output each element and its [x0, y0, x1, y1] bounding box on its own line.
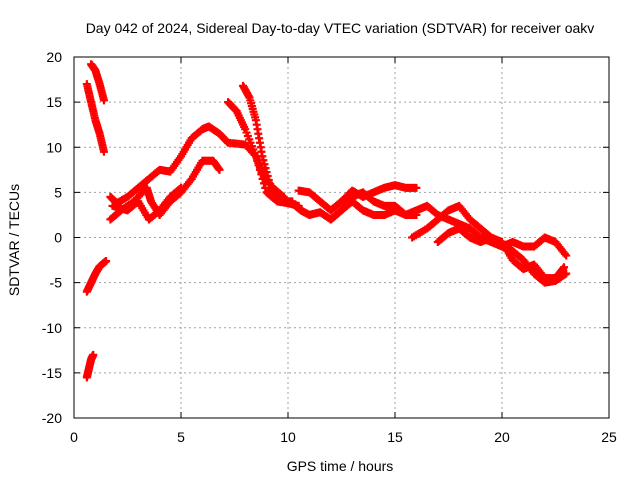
data-point: [560, 263, 569, 272]
x-tick-label: 20: [494, 429, 510, 445]
series-arc-7: [108, 183, 185, 224]
x-tick-label: 0: [70, 429, 78, 445]
chart-title: Day 042 of 2024, Sidereal Day-to-day VTE…: [86, 20, 595, 36]
series-arc-12: [326, 197, 421, 224]
y-tick-label: 15: [46, 94, 62, 110]
data-point: [412, 183, 421, 192]
y-tick-label: -15: [42, 365, 62, 381]
data-point: [99, 96, 108, 105]
series-arc-2: [87, 60, 108, 105]
series-arc-1: [82, 80, 108, 156]
x-tick-label: 15: [387, 429, 403, 445]
y-tick-label: 5: [54, 184, 62, 200]
data-point: [215, 165, 224, 174]
x-tick-label: 25: [601, 429, 617, 445]
y-tick-label: -5: [50, 275, 63, 291]
series-arc-3: [82, 256, 111, 296]
grid-lines: [74, 57, 609, 418]
series-arc-4: [82, 350, 98, 382]
data-point: [177, 183, 185, 192]
y-tick-label: -20: [42, 410, 62, 426]
y-tick-label: 20: [46, 49, 62, 65]
data-series: [82, 60, 571, 382]
data-point: [99, 147, 108, 156]
y-tick-label: 10: [46, 139, 62, 155]
x-axis-label: GPS time / hours: [287, 458, 394, 474]
y-tick-label: -10: [42, 320, 62, 336]
y-tick-label: 0: [54, 230, 62, 246]
data-point: [562, 251, 571, 260]
series-arc-11: [294, 181, 421, 215]
series-arc-5: [106, 122, 303, 210]
axis-ticks: 0 5 10 15 20 25 -20 -15 -10 -5 0 5 10 15 20: [42, 49, 617, 445]
series-arc-14: [433, 224, 569, 283]
data-point: [102, 256, 111, 265]
data-point: [412, 210, 421, 219]
x-tick-label: 5: [177, 429, 185, 445]
x-tick-label: 10: [280, 429, 296, 445]
y-axis-label: SDTVAR / TECUs: [6, 184, 22, 296]
data-point: [89, 350, 98, 359]
data-point: [175, 184, 184, 193]
